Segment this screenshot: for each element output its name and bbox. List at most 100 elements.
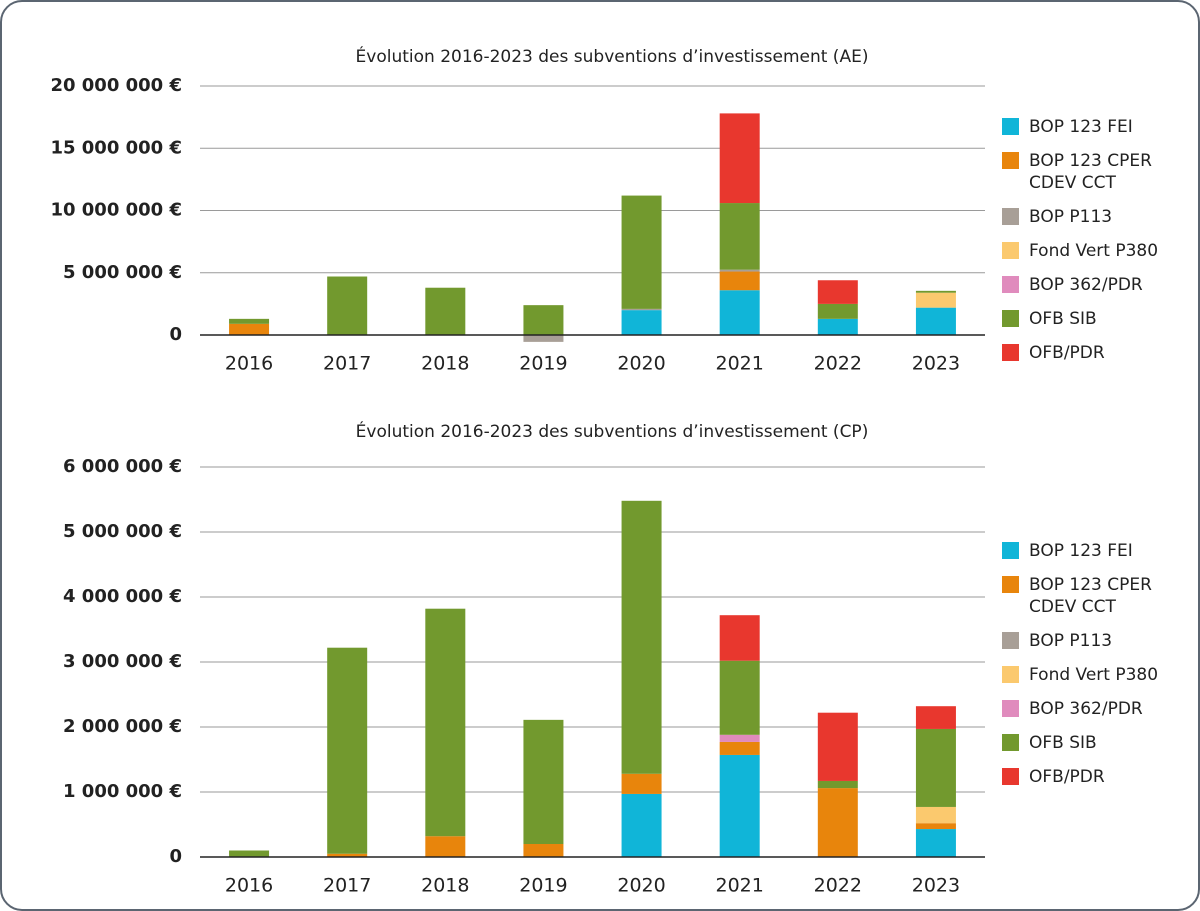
bar-segment bbox=[523, 335, 564, 342]
bar-segment bbox=[817, 788, 858, 857]
legend-label: BOP P113 bbox=[1029, 631, 1113, 651]
legend-item: BOP 123 FEI bbox=[1002, 116, 1192, 138]
x-tick-label: 2022 bbox=[814, 875, 862, 897]
bar-segment bbox=[915, 307, 956, 336]
legend-swatch bbox=[1002, 542, 1019, 559]
bar-segment bbox=[229, 850, 270, 857]
y-tick-label: 2 000 000 € bbox=[63, 716, 182, 737]
legend-label: BOP 362/PDR bbox=[1029, 699, 1143, 719]
bar-segment bbox=[523, 844, 564, 857]
y-tick-label: 5 000 000 € bbox=[63, 521, 182, 542]
bar-segment bbox=[621, 773, 662, 794]
legend-item: BOP P113 bbox=[1002, 630, 1192, 652]
x-tick-label: 2019 bbox=[519, 875, 567, 897]
bar-segment bbox=[719, 203, 760, 270]
y-tick-label: 6 000 000 € bbox=[63, 456, 182, 477]
legend-item: BOP 123 CPER CDEV CCT bbox=[1002, 574, 1192, 618]
bar-segment bbox=[621, 308, 662, 311]
x-tick-label: 2023 bbox=[912, 875, 960, 897]
legend-item: OFB SIB bbox=[1002, 308, 1192, 330]
legend-item: Fond Vert P380 bbox=[1002, 240, 1192, 262]
legend-swatch bbox=[1002, 666, 1019, 683]
legend-label: BOP 123 CPER CDEV CCT bbox=[1029, 151, 1152, 193]
bar-segment bbox=[817, 318, 858, 336]
legend-label: BOP P113 bbox=[1029, 207, 1113, 227]
legend-label: OFB/PDR bbox=[1029, 767, 1105, 787]
legend-swatch bbox=[1002, 276, 1019, 293]
legend-swatch bbox=[1002, 768, 1019, 785]
legend-item: BOP 123 FEI bbox=[1002, 540, 1192, 562]
x-tick-label: 2017 bbox=[323, 875, 371, 897]
y-tick-label: 0 bbox=[169, 324, 182, 345]
bar-segment bbox=[425, 287, 466, 336]
legend-label: BOP 123 CPER CDEV CCT bbox=[1029, 575, 1152, 617]
bar-segment bbox=[719, 615, 760, 661]
y-tick-label: 3 000 000 € bbox=[63, 651, 182, 672]
bar-segment bbox=[915, 290, 956, 293]
bar-segment bbox=[719, 271, 760, 291]
x-tick-label: 2023 bbox=[912, 353, 960, 375]
x-tick-label: 2020 bbox=[617, 353, 665, 375]
bar-segment bbox=[621, 195, 662, 309]
x-tick-label: 2021 bbox=[716, 875, 764, 897]
legend-label: Fond Vert P380 bbox=[1029, 241, 1159, 261]
x-tick-label: 2021 bbox=[716, 353, 764, 375]
y-tick-label: 15 000 000 € bbox=[50, 137, 182, 158]
legend-label: BOP 123 FEI bbox=[1029, 541, 1133, 561]
legend-swatch bbox=[1002, 310, 1019, 327]
bar-segment bbox=[915, 706, 956, 729]
legend-swatch bbox=[1002, 152, 1019, 169]
legend-label: BOP 123 FEI bbox=[1029, 117, 1133, 137]
legend-label: OFB SIB bbox=[1029, 733, 1097, 753]
bar-segment bbox=[817, 780, 858, 789]
chart-title: Évolution 2016-2023 des subventions d’in… bbox=[356, 45, 869, 67]
bar-segment bbox=[229, 323, 270, 336]
legend-label: OFB SIB bbox=[1029, 309, 1097, 329]
legend: BOP 123 FEI BOP 123 CPER CDEV CCT BOP P113… bbox=[1002, 540, 1192, 788]
bar-segment bbox=[719, 734, 760, 742]
bar-segment bbox=[425, 608, 466, 837]
legend-swatch bbox=[1002, 118, 1019, 135]
x-tick-label: 2022 bbox=[814, 353, 862, 375]
x-tick-label: 2017 bbox=[323, 353, 371, 375]
legend-swatch bbox=[1002, 700, 1019, 717]
x-tick-label: 2020 bbox=[617, 875, 665, 897]
legend-swatch bbox=[1002, 344, 1019, 361]
y-tick-label: 0 bbox=[169, 846, 182, 867]
y-tick-label: 4 000 000 € bbox=[63, 586, 182, 607]
y-tick-label: 20 000 000 € bbox=[50, 75, 182, 96]
bar-segment bbox=[327, 853, 368, 857]
bar-segment bbox=[817, 280, 858, 304]
y-tick-label: 1 000 000 € bbox=[63, 781, 182, 802]
bar-segment bbox=[523, 305, 564, 336]
x-tick-label: 2019 bbox=[519, 353, 567, 375]
bar-segment bbox=[327, 647, 368, 854]
bar-segment bbox=[719, 660, 760, 735]
legend-swatch bbox=[1002, 734, 1019, 751]
bar-segment bbox=[523, 719, 564, 844]
bar-segment bbox=[719, 754, 760, 857]
bar-segment bbox=[915, 728, 956, 807]
bar-segment bbox=[817, 303, 858, 319]
legend-swatch bbox=[1002, 576, 1019, 593]
legend: BOP 123 FEI BOP 123 CPER CDEV CCT BOP P113… bbox=[1002, 116, 1192, 364]
legend-item: Fond Vert P380 bbox=[1002, 664, 1192, 686]
legend-swatch bbox=[1002, 208, 1019, 225]
bar-segment bbox=[621, 500, 662, 774]
legend-item: OFB/PDR bbox=[1002, 766, 1192, 788]
x-tick-label: 2018 bbox=[421, 353, 469, 375]
bar-segment bbox=[915, 829, 956, 857]
bar-segment bbox=[719, 741, 760, 755]
legend-swatch bbox=[1002, 632, 1019, 649]
y-tick-label: 10 000 000 € bbox=[50, 200, 182, 221]
bar-segment bbox=[719, 290, 760, 336]
legend-label: BOP 362/PDR bbox=[1029, 275, 1143, 295]
legend-item: OFB/PDR bbox=[1002, 342, 1192, 364]
bar-segment bbox=[915, 823, 956, 830]
bar-segment bbox=[915, 292, 956, 308]
bar-segment bbox=[817, 712, 858, 781]
x-tick-label: 2016 bbox=[225, 353, 273, 375]
bar-segment bbox=[229, 318, 270, 324]
bar-segment bbox=[327, 276, 368, 336]
